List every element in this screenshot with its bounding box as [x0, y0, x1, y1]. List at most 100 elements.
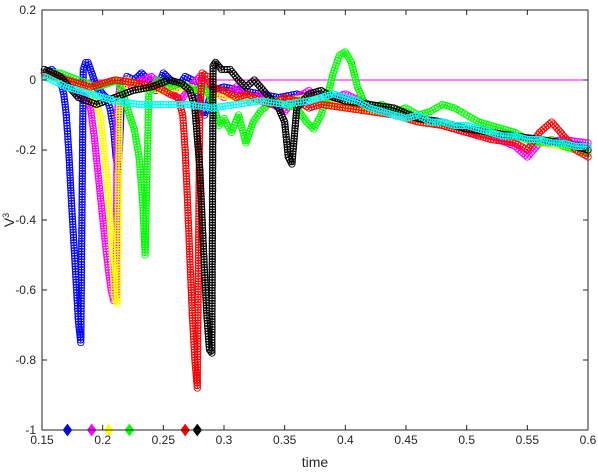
series-6-point [533, 135, 541, 144]
series-4-point [344, 104, 352, 113]
series-6-point [162, 100, 170, 109]
series-5-point [208, 231, 217, 240]
series-3-point [142, 186, 151, 194]
series-5-point [209, 161, 217, 169]
series-1-point [98, 212, 107, 220]
series-6-point [200, 103, 208, 111]
series-5-point [209, 111, 217, 120]
series-0-point [61, 100, 69, 109]
series-3-point [143, 144, 152, 153]
series-5-point [208, 318, 216, 326]
series-2-point [340, 102, 348, 110]
series-4-point [181, 154, 190, 162]
series-0-point [66, 171, 74, 179]
series-2-point [113, 295, 121, 303]
series-4-point [181, 143, 189, 151]
series-5-point [200, 263, 208, 271]
series-0-point [78, 240, 86, 248]
series-1-point [113, 194, 121, 202]
series-4-point [194, 345, 202, 353]
series-6-point [132, 100, 141, 108]
series-0-point [67, 197, 76, 205]
series-2-point [104, 196, 113, 205]
series-5-point [208, 164, 217, 172]
series-4-point [187, 283, 195, 292]
series-5-point [289, 142, 298, 150]
series-4-point [197, 90, 205, 98]
series-6-point [528, 135, 536, 144]
series-3-point [144, 111, 152, 119]
series-6-point [248, 98, 256, 106]
series-0-point [78, 177, 86, 185]
series-1-point [99, 219, 107, 228]
series-2-point [115, 146, 123, 154]
series-0-point [66, 169, 74, 177]
series-4-point [193, 376, 202, 384]
series-5-point [208, 258, 216, 266]
series-5-point [199, 239, 207, 248]
series-0-point [66, 174, 74, 182]
series-0-point [78, 201, 86, 209]
series-2-point [115, 153, 123, 162]
series-0-point [78, 138, 87, 146]
series-4-point [194, 236, 203, 244]
series-5-point [281, 123, 289, 131]
series-0-point [78, 162, 87, 170]
series-4-point [194, 282, 202, 291]
series-1-point [99, 217, 107, 225]
series-5-point [142, 84, 150, 92]
series-1-point [97, 194, 105, 203]
series-0-point [79, 107, 87, 115]
series-2-point [105, 202, 113, 210]
series-0-point [68, 218, 77, 226]
series-5-point [200, 266, 209, 274]
series-6-point [121, 98, 130, 107]
series-2-point [108, 251, 117, 259]
series-1-point [113, 191, 121, 200]
series-3-point [137, 176, 145, 184]
series-6-point [116, 98, 124, 106]
series-0-point [67, 189, 75, 197]
series-0-point [64, 135, 72, 143]
series-4-point [195, 145, 204, 153]
series-2-point [114, 187, 123, 196]
series-2-point [114, 206, 122, 214]
series-6-point [235, 100, 243, 108]
series-5-point [283, 138, 291, 146]
series-1-point [112, 204, 121, 213]
series-0-point [77, 289, 85, 297]
series-5-point [209, 148, 217, 156]
series-2-point [104, 191, 112, 200]
series-1-point [113, 173, 121, 182]
series-5-point [209, 75, 217, 83]
x-tick-label: 0.25 [152, 433, 176, 447]
series-4-point [179, 116, 187, 125]
series-5-point [282, 130, 290, 139]
series-1-point [91, 137, 99, 145]
series-5-point [208, 265, 216, 274]
series-2-point [97, 119, 105, 127]
series-4-point [124, 78, 132, 86]
series-6-point [291, 99, 300, 107]
y-tick-label: -1 [25, 423, 36, 437]
series-1-point [87, 109, 95, 117]
series-6-point [216, 103, 224, 111]
series-1-point [113, 178, 121, 187]
series-0-point [65, 164, 74, 172]
series-6-point [210, 103, 219, 112]
series-3-point [143, 152, 152, 160]
series-2-point [114, 255, 122, 264]
series-5-point [208, 271, 216, 279]
series-4-point [379, 109, 387, 118]
series-3-point [143, 155, 151, 163]
series-4-point [195, 228, 203, 236]
series-3-point [344, 52, 352, 60]
series-1-point [93, 164, 102, 173]
series-2-point [114, 232, 122, 240]
series-1-point [104, 260, 112, 269]
series-6-point [281, 100, 289, 109]
series-2-point [113, 297, 121, 306]
series-4-point [194, 243, 203, 252]
series-4-point [193, 347, 202, 356]
series-4-point [194, 340, 202, 348]
